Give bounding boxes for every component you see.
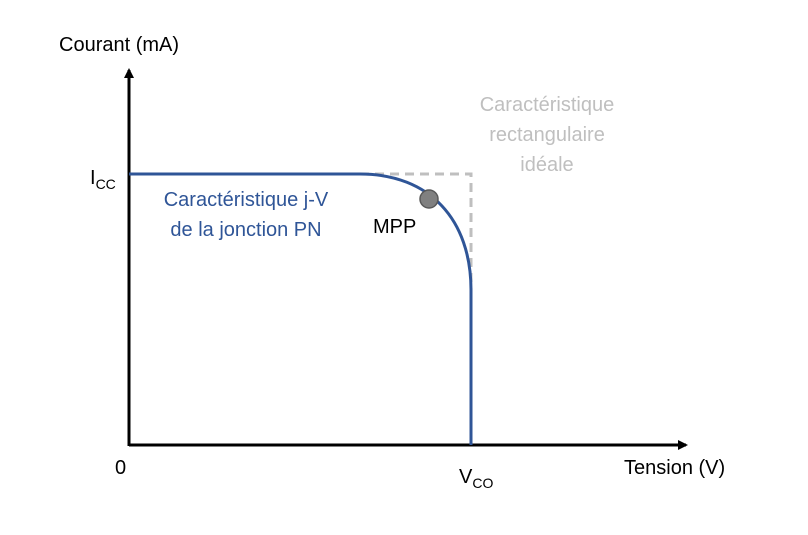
ideal-label-line1: Caractéristique [480,94,615,116]
x-axis-label: Tension (V) [624,457,725,479]
ideal-rectangle-dashed [360,172,473,290]
curve-label-line2: de la jonction PN [170,219,321,241]
mpp-point [419,189,439,209]
curve-label-line1: Caractéristique j-V [164,189,329,211]
ideal-label-line2: rectangulaire [489,124,605,146]
mpp-label: MPP [373,216,416,238]
voc-label-sub: CO [472,475,493,491]
jv-curve [129,172,473,445]
ideal-label-line3: idéale [520,154,573,176]
origin-label: 0 [115,457,126,479]
y-axis-label: Courant (mA) [59,34,179,56]
voc-label-main: V [459,466,473,488]
isc-label: ICC [90,167,116,192]
isc-label-sub: CC [96,176,116,192]
voc-label: VCO [459,466,493,491]
isc-label-main: I [90,167,96,189]
